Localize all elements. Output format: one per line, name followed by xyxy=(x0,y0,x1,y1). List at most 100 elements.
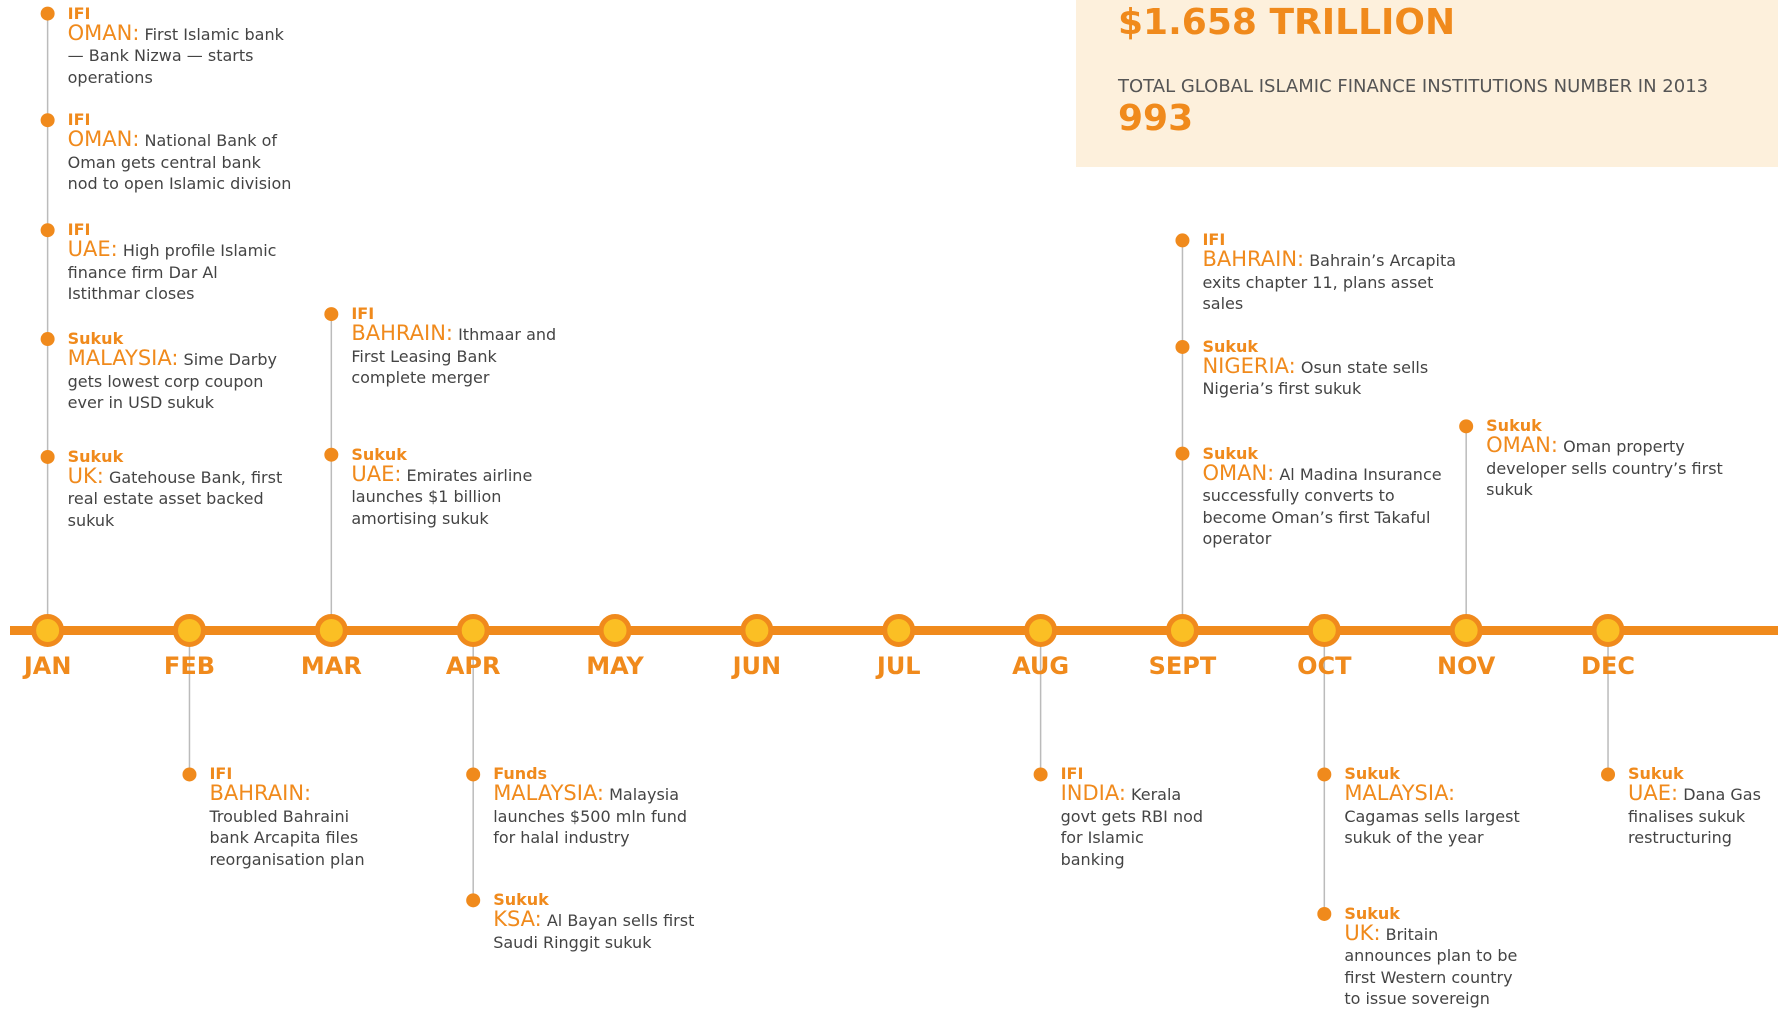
event-category: Sukuk xyxy=(1628,764,1684,784)
month-dot xyxy=(882,613,916,647)
event-country: MALAYSIA: xyxy=(493,781,605,806)
month-dot xyxy=(1307,613,1341,647)
event: Sukuk OMAN: Al Madina Insurance successfu… xyxy=(1202,443,1463,550)
event-text: Al Bayan sells first Saudi Ringgit sukuk xyxy=(493,911,695,952)
event-text: Osun state sells Nigeria’s first sukuk xyxy=(1202,357,1429,399)
event-dot xyxy=(40,113,55,128)
event-text: High profile Islamic finance firm Dar Al… xyxy=(67,241,277,304)
event: Sukuk UAE: Emirates airline launches $1 b… xyxy=(351,445,566,530)
event-category: IFI xyxy=(351,304,375,324)
event-text: Sime Darby gets lowest corp coupon ever … xyxy=(67,350,277,413)
event-country: OMAN: xyxy=(67,20,140,45)
event: Sukuk MALAYSIA: Cagamas sells largest suk… xyxy=(1344,765,1520,849)
month-dot xyxy=(31,613,65,647)
event-text: Britain announces plan to be first Weste… xyxy=(1344,924,1518,1009)
month-dot xyxy=(456,613,490,647)
event-dot xyxy=(1317,767,1332,782)
month-label: AUG xyxy=(1012,652,1070,680)
event-category: IFI xyxy=(67,110,91,130)
event-category: IFI xyxy=(1202,230,1226,250)
month-label: OCT xyxy=(1297,652,1352,680)
event-text: Bahrain’s Arcapita exits chapter 11, pla… xyxy=(1202,251,1457,314)
event-dot xyxy=(1317,906,1332,921)
month-label: APR xyxy=(445,652,501,680)
event-country: MALAYSIA: xyxy=(67,346,179,371)
event-text: First Islamic bank — Bank Nizwa — starts… xyxy=(67,24,284,87)
event-dot xyxy=(1033,767,1048,782)
event-dot xyxy=(324,307,339,322)
event-text: Troubled Bahraini bank Arcapita files re… xyxy=(209,806,365,869)
event-country: BAHRAIN: xyxy=(209,781,312,806)
month-dot xyxy=(1024,613,1058,647)
stat-value: $1.658 TRILLION xyxy=(1118,2,1456,43)
event-country: BAHRAIN: xyxy=(351,321,453,346)
month-dot xyxy=(314,613,348,647)
event-text: Ithmaar and First Leasing Bank complete … xyxy=(351,325,557,388)
month-dot xyxy=(740,613,774,647)
event-text: Al Madina Insurance successfully convert… xyxy=(1202,464,1442,549)
event-dot xyxy=(1601,767,1616,782)
event: IFI OMAN: First Islamic bank — Bank Nizwa… xyxy=(67,3,295,89)
event-text: Gatehouse Bank, first real estate asset … xyxy=(67,467,283,530)
month-dot xyxy=(1591,613,1625,647)
month-label: SEPT xyxy=(1148,652,1217,680)
event: IFI INDIA: Kerala govt gets RBI nod for I… xyxy=(1061,765,1208,870)
event: IFI OMAN: National Bank of Oman gets cent… xyxy=(68,111,295,195)
event: Sukuk UK: Gatehouse Bank, first real esta… xyxy=(67,447,295,532)
month-label: NOV xyxy=(1436,652,1496,680)
event-country: UAE: xyxy=(67,237,118,262)
event: Sukuk OMAN: Oman property developer sells… xyxy=(1486,417,1724,501)
event-country: KSA: xyxy=(493,907,542,932)
event-country: UAE: xyxy=(1628,781,1679,806)
event-category: Sukuk xyxy=(493,890,549,910)
month-dot xyxy=(172,613,206,647)
event-text: National Bank of Oman gets central bank … xyxy=(67,131,292,194)
event-dot xyxy=(40,449,55,464)
event-category: Sukuk xyxy=(1202,443,1259,463)
event-text: Malaysia launches $500 mln fund for hala… xyxy=(493,785,688,848)
month-dot xyxy=(598,613,632,647)
event-country: OMAN: xyxy=(1202,460,1275,485)
event-category: Sukuk xyxy=(1344,764,1400,784)
event-dot xyxy=(40,6,55,21)
event-country: UK: xyxy=(1344,920,1381,945)
event-dot xyxy=(1459,419,1474,434)
event-category: Sukuk xyxy=(1344,903,1400,923)
event: IFI UAE: High profile Islamic finance fir… xyxy=(68,221,295,305)
event: Sukuk UAE: Dana Gas finalises sukuk restr… xyxy=(1628,765,1775,849)
event-dot xyxy=(466,767,481,782)
event-country: OMAN: xyxy=(67,127,140,152)
event-text: Oman property developer sells country’s … xyxy=(1486,437,1723,500)
event-dot xyxy=(182,767,197,782)
month-dot xyxy=(1165,613,1199,647)
event-dot xyxy=(1175,233,1190,248)
event-country: BAHRAIN: xyxy=(1202,247,1305,272)
event: Sukuk KSA: Al Bayan sells first Saudi Rin… xyxy=(493,891,697,953)
month-label: MAR xyxy=(300,652,362,680)
event-category: IFI xyxy=(67,220,91,240)
event-text: Dana Gas finalises sukuk restructuring xyxy=(1628,785,1761,848)
event-text: Kerala govt gets RBI nod for Islamic ban… xyxy=(1060,785,1204,869)
event-category: Sukuk xyxy=(1202,336,1259,356)
month-label: JAN xyxy=(23,652,72,680)
event-dot xyxy=(40,223,55,238)
event-country: INDIA: xyxy=(1060,781,1126,806)
event-category: Funds xyxy=(493,764,548,784)
month-label: JUN xyxy=(732,652,782,680)
month-dot xyxy=(1449,613,1483,647)
event-text: Cagamas sells largest sukuk of the year xyxy=(1344,806,1520,848)
event-category: IFI xyxy=(67,3,91,23)
event-country: UAE: xyxy=(351,461,402,486)
event-dot xyxy=(1175,446,1190,461)
stat-value: 993 xyxy=(1118,98,1194,139)
stat-label: TOTAL GLOBAL ISLAMIC FINANCE INSTITUTION… xyxy=(1118,76,1709,97)
event-country: OMAN: xyxy=(1486,433,1558,458)
event: Sukuk NIGERIA: Osun state sells Nigeria’s… xyxy=(1202,336,1463,400)
event-country: MALAYSIA: xyxy=(1344,781,1456,806)
event-category: Sukuk xyxy=(1486,416,1542,436)
event: Funds MALAYSIA: Malaysia launches $500 ml… xyxy=(493,765,697,849)
month-label: DEC xyxy=(1581,652,1635,680)
event-country: NIGERIA: xyxy=(1202,353,1296,378)
